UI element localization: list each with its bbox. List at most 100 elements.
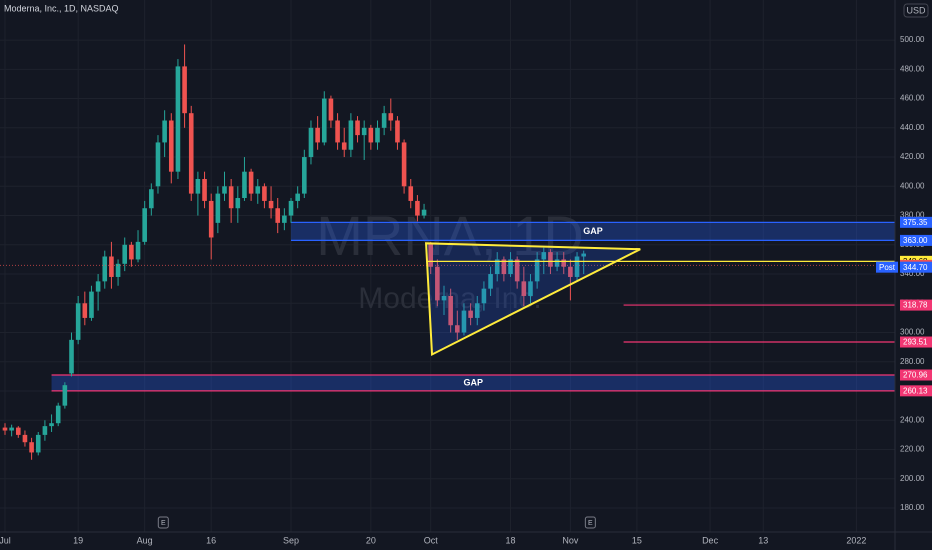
candle-body — [188, 113, 194, 194]
gap-label: GAP — [464, 377, 484, 387]
candle-body — [129, 244, 134, 260]
candle-body — [554, 259, 560, 267]
candle-body — [29, 442, 34, 453]
candle-body — [275, 208, 281, 223]
candle-body — [109, 256, 114, 277]
y-tick-label: 380.00 — [900, 211, 925, 220]
candle-body — [461, 310, 467, 333]
candle-body — [341, 142, 347, 150]
candle-body — [581, 253, 586, 257]
candle-body — [388, 113, 394, 121]
x-tick-label: Aug — [137, 535, 153, 545]
candle-body — [574, 256, 580, 277]
candle-body — [202, 178, 207, 201]
currency-box[interactable] — [903, 3, 929, 18]
x-tick-label: Nov — [562, 535, 579, 545]
price-label-box — [900, 299, 932, 311]
candle-body — [175, 66, 181, 172]
price-axis — [895, 0, 932, 550]
price-label: 260.13 — [903, 386, 928, 395]
candle-body — [514, 259, 520, 282]
candle-body — [328, 98, 334, 121]
candle-body — [448, 295, 453, 326]
earnings-marker — [584, 516, 596, 529]
candle-body — [35, 434, 41, 453]
candle-body — [521, 281, 527, 296]
candle-body — [155, 142, 161, 187]
gap-zone — [51, 375, 896, 391]
candle-body — [481, 288, 487, 304]
candle-body — [302, 157, 307, 194]
earnings-label: E — [161, 520, 166, 527]
currency[interactable]: USD — [906, 5, 926, 15]
candle-body — [268, 200, 274, 209]
candle-body — [474, 303, 480, 318]
chart-title: Moderna, Inc., 1D, NASDAQ — [4, 3, 119, 13]
candle-body — [248, 171, 254, 194]
x-tick-label: 2022 — [846, 535, 866, 545]
candle-body — [242, 171, 247, 199]
candle-body — [401, 142, 407, 187]
candle-body — [548, 252, 553, 267]
y-tick-label: 340.00 — [900, 269, 925, 278]
candle-body — [49, 423, 54, 427]
candle-body — [435, 266, 440, 301]
candle-body — [348, 120, 354, 150]
price-label-box — [900, 216, 932, 228]
triangle-pattern — [424, 242, 641, 357]
candle-body — [55, 405, 61, 424]
candle-body — [89, 291, 94, 318]
candle-body — [355, 120, 360, 136]
axes: 180.00200.00220.00240.00260.00280.00300.… — [0, 35, 932, 545]
candle-body — [102, 256, 108, 282]
y-tick-label: 400.00 — [900, 181, 925, 190]
candle-body — [501, 259, 507, 275]
candle-body — [508, 259, 513, 275]
candle-body — [321, 98, 327, 143]
candles — [2, 44, 586, 460]
candle-body — [441, 295, 447, 301]
y-tick-label: 280.00 — [900, 357, 925, 366]
candle-body — [395, 120, 400, 143]
candle-body — [22, 434, 28, 443]
price-label: 375.35 — [903, 218, 928, 227]
candle-body — [135, 241, 141, 260]
zones: GAP GAP — [51, 221, 896, 392]
candle-body — [541, 252, 547, 260]
price-label: 344.70 — [903, 263, 928, 272]
candle-body — [182, 66, 187, 114]
candle-body — [62, 385, 68, 406]
candle-body — [168, 120, 174, 172]
price-label: 270.96 — [903, 371, 928, 380]
x-tick-label: 13 — [758, 535, 768, 545]
x-tick-label: Oct — [424, 535, 439, 545]
candle-body — [408, 186, 414, 201]
candle-body — [222, 186, 227, 194]
candle-body — [208, 200, 214, 238]
candle-body — [308, 127, 314, 158]
x-tick-label: 18 — [506, 535, 516, 545]
candle-body — [488, 274, 493, 289]
candle-body — [368, 127, 374, 143]
watermark-symbol: MRNA, 1D — [316, 204, 584, 267]
price-label-box — [900, 234, 932, 246]
y-tick-label: 440.00 — [900, 123, 925, 132]
candle-body — [561, 259, 567, 267]
candle-body — [262, 186, 267, 201]
gap-zone — [291, 222, 895, 241]
candle-body — [375, 127, 380, 143]
candle-body — [15, 427, 21, 435]
candle-body — [315, 127, 320, 143]
candle-body — [568, 266, 573, 277]
x-tick-label: 15 — [632, 535, 642, 545]
y-tick-label: 240.00 — [900, 415, 925, 424]
y-tick-label: 180.00 — [900, 503, 925, 512]
candle-body — [288, 200, 294, 216]
price-label-box — [900, 336, 932, 348]
candle-body — [381, 113, 387, 128]
x-tick-label: 19 — [73, 535, 83, 545]
price-label-box — [900, 369, 932, 381]
candle-body — [195, 178, 201, 194]
